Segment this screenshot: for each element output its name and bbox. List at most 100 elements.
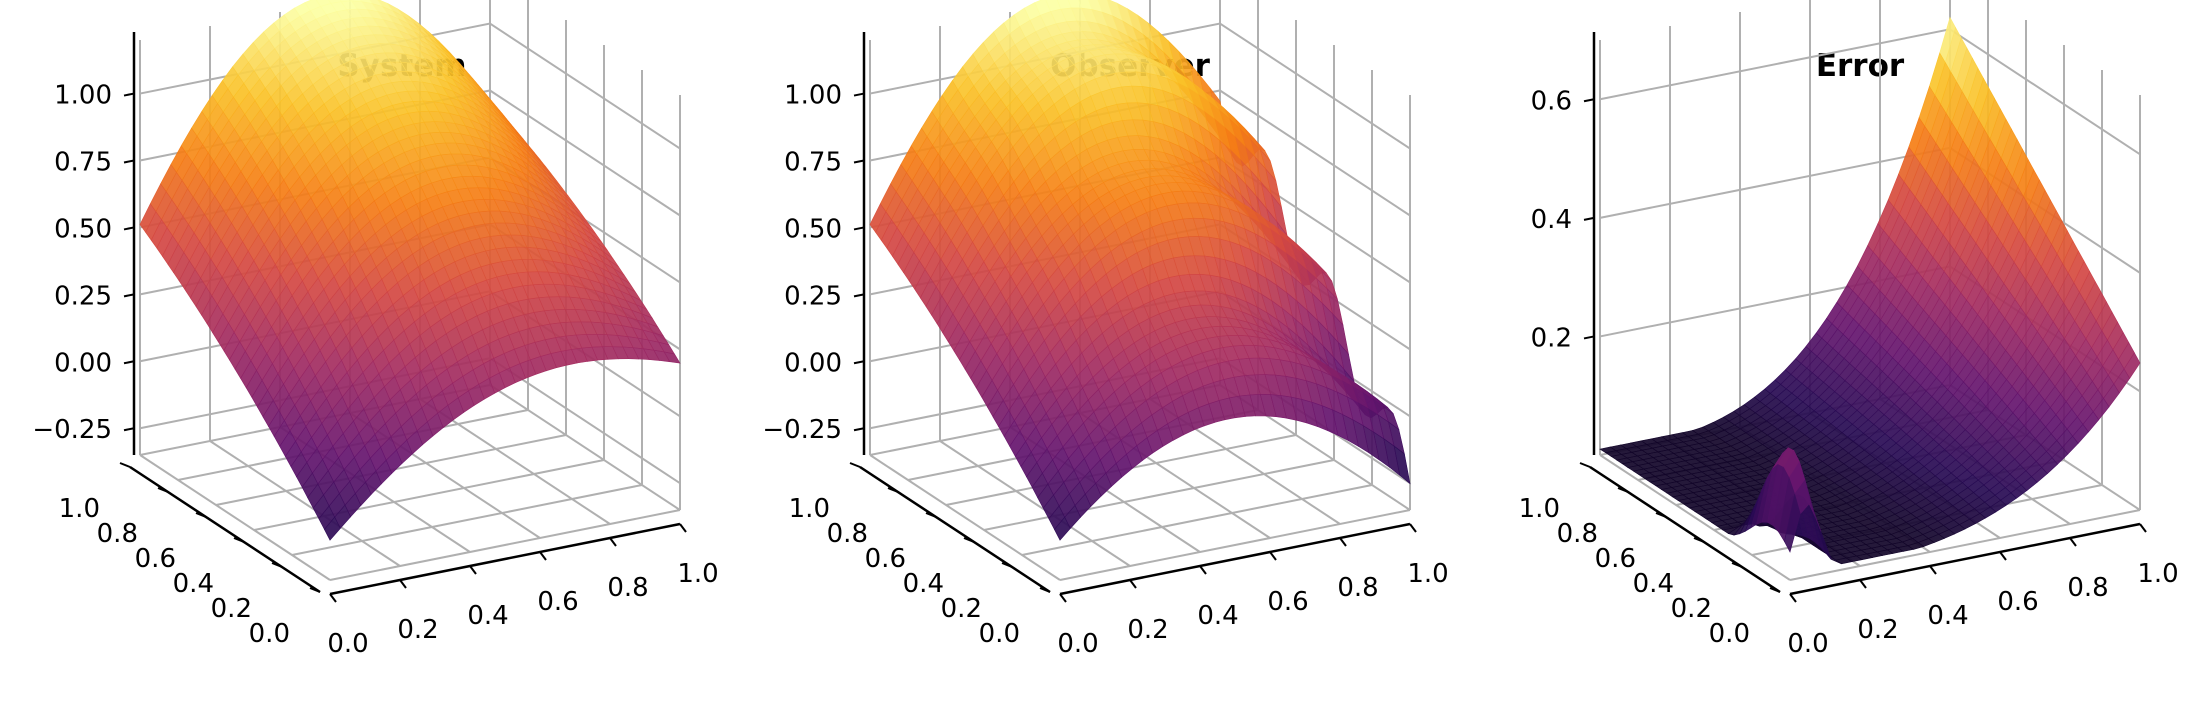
y-tick: [887, 487, 899, 493]
floor-gridline-y: [1789, 509, 2141, 581]
surface-mesh: [1599, 16, 2141, 565]
surface-mesh: [139, 0, 681, 541]
y-tick-label: 0.2: [941, 594, 982, 624]
surface-mesh: [869, 0, 1411, 541]
floor-gridline-x: [489, 384, 681, 511]
floor-gridline-y: [1021, 484, 1373, 556]
z-tick-label: 0.75: [784, 147, 842, 177]
x-tick-label: 0.2: [1857, 615, 1898, 645]
y-tick-label: 0.0: [1709, 619, 1750, 649]
floor-gridline-x: [869, 454, 1061, 581]
z-tick-label: −0.25: [762, 415, 842, 445]
y-tick: [925, 512, 937, 518]
x-tick-label: 0.8: [1337, 573, 1378, 603]
y-tick: [1579, 462, 1591, 468]
z-tick-label: 0.00: [784, 348, 842, 378]
y-axis-line: [859, 465, 1051, 594]
y-tick-label: 0.6: [1595, 544, 1636, 574]
x-axis-line: [1059, 522, 1411, 596]
floor-gridline-y: [983, 459, 1335, 531]
x-tick-label: 1.0: [1407, 559, 1448, 589]
axes-group: 0.0 0.2 0.4 0.6 0.8 1.00.00.20.40.60.81.0−0.2…: [32, 0, 719, 659]
x-tick-label: 0.6: [1267, 587, 1308, 617]
x-tick: [1999, 551, 2007, 561]
y-tick-label: 0.6: [135, 544, 176, 574]
axis-lines: 0.0 0.2 0.4 0.6 0.8 1.00.00.20.40.60.81.0−0.2…: [32, 32, 719, 659]
x-tick: [1859, 579, 1867, 589]
z-tick: [123, 427, 135, 432]
x-tick: [1789, 593, 1797, 603]
y-tick-label: 0.0: [249, 619, 290, 649]
z-tick-label: 0.2: [1531, 323, 1572, 353]
z-tick-label: 0.4: [1531, 205, 1572, 235]
z-tick: [123, 159, 135, 164]
y-tick-label: 0.4: [173, 569, 214, 599]
floor-gridline-x: [1599, 454, 1791, 581]
y-tick-label: 1.0: [59, 494, 100, 524]
floor-gridline-y: [253, 459, 605, 531]
surface-patch: [1784, 494, 1801, 553]
x-tick-label: 0.6: [537, 587, 578, 617]
x-tick: [1269, 551, 1277, 561]
y-tick: [1617, 487, 1629, 493]
x-tick-label: 0.8: [607, 573, 648, 603]
z-tick: [853, 92, 865, 97]
y-tick-label: 0.2: [211, 594, 252, 624]
z-tick: [123, 360, 135, 365]
z-tick-label: 0.25: [54, 281, 112, 311]
y-tick: [1693, 537, 1705, 543]
floor-gridline-x: [939, 440, 1131, 567]
y-tick: [271, 562, 283, 568]
axis-lines: 0.0 0.2 0.4 0.6 0.8 1.00.00.20.40.60.81.00.20…: [1519, 32, 2179, 659]
z-tick-label: 0.75: [54, 147, 112, 177]
y-tick-label: 0.4: [1633, 569, 1674, 599]
floor-gridline-x: [209, 440, 401, 567]
x-tick-label: 1.0: [677, 559, 718, 589]
floor-gridline-y: [1059, 509, 1411, 581]
y-tick: [309, 587, 321, 593]
x-tick: [1409, 523, 1417, 533]
x-tick-label: 0.2: [1127, 615, 1168, 645]
x-tick-label: 1.0: [2137, 559, 2178, 589]
z-tick: [853, 360, 865, 365]
z-tick: [853, 293, 865, 298]
z-tick: [853, 427, 865, 432]
surface-patch: [1054, 516, 1071, 541]
z-tick-label: −0.25: [32, 415, 112, 445]
x-tick-label: 0.4: [1197, 601, 1238, 631]
x-tick: [399, 579, 407, 589]
x-tick: [679, 523, 687, 533]
error-surface-plot: 0.0 0.2 0.4 0.6 0.8 1.00.00.20.40.60.81.00.20…: [1519, 0, 2179, 659]
z-tick: [1583, 335, 1595, 340]
x-tick-label: 0.2: [397, 615, 438, 645]
x-tick-label: 0.0: [1057, 629, 1098, 659]
y-tick-label: 0.8: [827, 519, 868, 549]
y-tick: [1655, 512, 1667, 518]
x-tick: [329, 593, 337, 603]
z-tick-label: 0.25: [784, 281, 842, 311]
z-tick: [853, 226, 865, 231]
z-tick: [1583, 216, 1595, 221]
y-tick: [233, 537, 245, 543]
x-tick: [609, 537, 617, 547]
x-tick-label: 0.6: [1997, 587, 2038, 617]
floor-gridline-y: [329, 509, 681, 581]
z-tick-label: 0.50: [784, 214, 842, 244]
y-tick: [119, 462, 131, 468]
x-tick: [2069, 537, 2077, 547]
y-tick: [1039, 587, 1051, 593]
x-tick: [1129, 579, 1137, 589]
z-tick: [123, 293, 135, 298]
z-gridline: [1599, 28, 2141, 156]
z-tick: [1583, 98, 1595, 103]
x-axis-line: [1789, 522, 2141, 596]
x-tick: [1339, 537, 1347, 547]
x-tick: [2139, 523, 2147, 533]
x-tick: [1929, 565, 1937, 575]
z-tick: [853, 159, 865, 164]
z-tick-label: 1.00: [784, 81, 842, 111]
y-axis-line: [1589, 465, 1781, 594]
y-tick: [195, 512, 207, 518]
z-tick-label: 0.50: [54, 214, 112, 244]
